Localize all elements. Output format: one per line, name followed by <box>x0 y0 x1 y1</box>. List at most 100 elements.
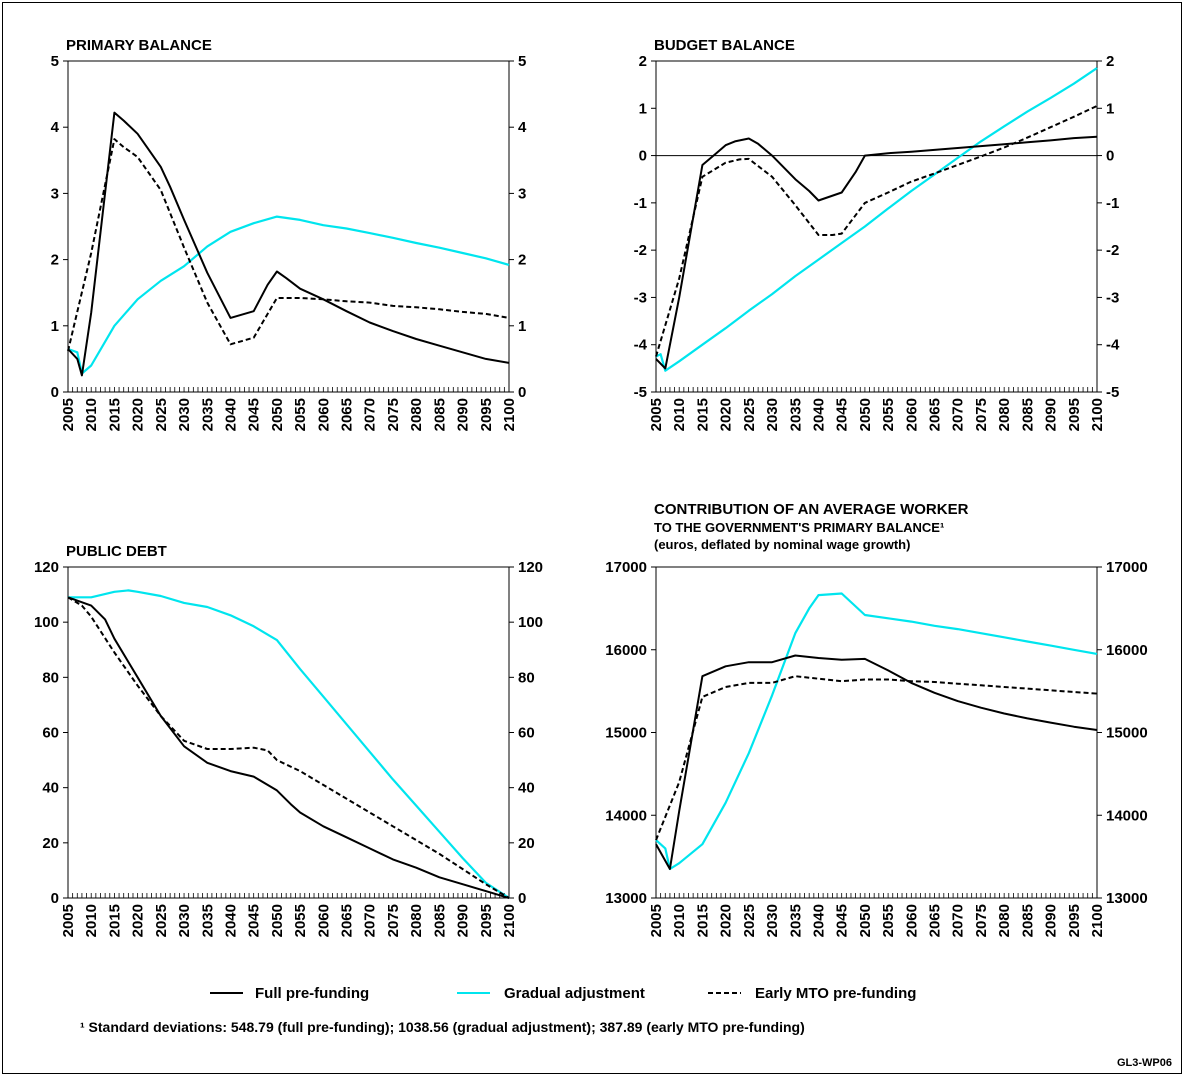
x-tick-label-budget-balance: 2090 <box>1043 398 1060 431</box>
legend-label-early-mto-pre-funding: Early MTO pre-funding <box>755 985 916 1002</box>
series-line-gradual-adjustment-budget-balance <box>655 67 1098 372</box>
x-tick-label-budget-balance: 2030 <box>764 398 781 431</box>
x-tick-label-average-worker: 2045 <box>834 904 851 937</box>
y-tick-label-left-primary-balance: 2 <box>51 252 59 269</box>
x-tick-label-primary-balance: 2015 <box>106 398 123 431</box>
x-tick-label-primary-balance: 2085 <box>431 398 448 431</box>
x-tick-label-primary-balance: 2005 <box>60 398 77 431</box>
x-tick-label-average-worker: 2085 <box>1019 904 1036 937</box>
x-tick-label-public-debt: 2020 <box>130 904 147 937</box>
legend: Full pre-funding Gradual adjustment Earl… <box>210 985 916 1002</box>
x-tick-label-public-debt: 2060 <box>315 904 332 937</box>
x-tick-label-primary-balance: 2070 <box>362 398 379 431</box>
y-tick-label-right-public-debt: 20 <box>518 835 535 852</box>
x-tick-label-primary-balance: 2035 <box>199 398 216 431</box>
x-tick-label-primary-balance: 2075 <box>385 398 402 431</box>
y-tick-label-left-budget-balance: -4 <box>634 337 648 354</box>
x-tick-label-primary-balance: 2095 <box>478 398 495 431</box>
x-tick-label-budget-balance: 2020 <box>718 398 735 431</box>
y-tick-label-right-primary-balance: 0 <box>518 384 526 401</box>
x-tick-label-average-worker: 2065 <box>927 904 944 937</box>
series-line-early-mto-pre-funding-primary-balance <box>67 138 510 352</box>
x-tick-label-average-worker: 2080 <box>996 904 1013 937</box>
x-tick-label-public-debt: 2025 <box>153 904 170 937</box>
y-tick-label-left-average-worker: 14000 <box>605 807 647 824</box>
x-tick-label-public-debt: 2100 <box>501 904 518 937</box>
x-tick-label-budget-balance: 2085 <box>1019 398 1036 431</box>
x-tick-label-budget-balance: 2015 <box>694 398 711 431</box>
panel-subtitle-line-1: TO THE GOVERNMENT'S PRIMARY BALANCE¹ <box>654 520 944 535</box>
legend-label-full-pre-funding: Full pre-funding <box>255 985 369 1002</box>
x-tick-label-budget-balance: 2005 <box>648 398 665 431</box>
y-tick-label-left-primary-balance: 5 <box>51 53 59 70</box>
series-line-full-pre-funding-primary-balance <box>67 111 510 377</box>
x-tick-label-average-worker: 2040 <box>810 904 827 937</box>
y-tick-label-left-budget-balance: 1 <box>639 100 647 117</box>
x-tick-label-public-debt: 2055 <box>292 904 309 937</box>
x-tick-label-budget-balance: 2060 <box>903 398 920 431</box>
plot-area-public-debt <box>67 566 510 899</box>
x-tick-label-public-debt: 2010 <box>83 904 100 937</box>
x-tick-label-average-worker: 2005 <box>648 904 665 937</box>
y-tick-label-right-primary-balance: 4 <box>518 119 527 136</box>
series-line-gradual-adjustment-public-debt <box>68 589 510 899</box>
y-tick-label-right-budget-balance: -3 <box>1106 289 1119 306</box>
x-tick-label-average-worker: 2060 <box>903 904 920 937</box>
x-tick-label-public-debt: 2035 <box>199 904 216 937</box>
y-tick-label-right-average-worker: 15000 <box>1106 725 1148 742</box>
x-tick-label-primary-balance: 2025 <box>153 398 170 431</box>
y-tick-label-right-public-debt: 80 <box>518 669 535 686</box>
x-tick-label-average-worker: 2070 <box>950 904 967 937</box>
x-tick-label-budget-balance: 2095 <box>1066 398 1083 431</box>
y-tick-label-left-public-debt: 100 <box>34 614 59 631</box>
x-tick-label-average-worker: 2020 <box>718 904 735 937</box>
y-tick-label-left-budget-balance: -1 <box>634 195 647 212</box>
y-tick-label-right-budget-balance: -4 <box>1106 337 1120 354</box>
x-tick-label-public-debt: 2090 <box>455 904 472 937</box>
x-tick-label-budget-balance: 2045 <box>834 398 851 431</box>
x-tick-label-average-worker: 2010 <box>671 904 688 937</box>
x-tick-label-average-worker: 2050 <box>857 904 874 937</box>
y-tick-label-right-primary-balance: 3 <box>518 185 526 202</box>
x-tick-label-primary-balance: 2020 <box>130 398 147 431</box>
y-tick-label-left-public-debt: 20 <box>42 835 59 852</box>
y-tick-label-left-average-worker: 13000 <box>605 890 647 907</box>
panel-title-primary-balance: PRIMARY BALANCE <box>66 37 212 54</box>
panel-primary-balance: 0 0 1 1 2 2 3 3 4 4 5 5 2005 2010 2015 2020 2025 2030 2035… <box>51 53 527 431</box>
x-tick-label-budget-balance: 2100 <box>1089 398 1106 431</box>
y-tick-label-left-public-debt: 0 <box>51 890 59 907</box>
panel-title-average-worker: CONTRIBUTION OF AN AVERAGE WORKER <box>654 501 969 518</box>
panel-average-worker: 13000 13000 14000 14000 15000 15000 16000 16000… <box>605 559 1147 937</box>
y-tick-label-left-average-worker: 16000 <box>605 642 647 659</box>
series-line-early-mto-pre-funding-budget-balance <box>655 104 1098 357</box>
series-line-early-mto-pre-funding-average-worker <box>655 675 1098 841</box>
y-tick-label-left-public-debt: 40 <box>42 780 59 797</box>
x-tick-label-primary-balance: 2010 <box>83 398 100 431</box>
y-tick-label-right-public-debt: 0 <box>518 890 526 907</box>
y-tick-label-left-budget-balance: -3 <box>634 289 647 306</box>
x-tick-label-average-worker: 2030 <box>764 904 781 937</box>
figure-code: GL3-WP06 <box>1117 1057 1172 1069</box>
y-tick-label-left-primary-balance: 3 <box>51 185 59 202</box>
y-tick-label-right-budget-balance: 0 <box>1106 148 1114 165</box>
x-tick-label-budget-balance: 2075 <box>973 398 990 431</box>
y-tick-label-left-primary-balance: 1 <box>51 318 59 335</box>
plot-area-budget-balance <box>655 60 1098 393</box>
y-tick-label-left-average-worker: 15000 <box>605 725 647 742</box>
x-tick-label-primary-balance: 2040 <box>222 398 239 431</box>
x-tick-label-public-debt: 2040 <box>222 904 239 937</box>
x-tick-label-average-worker: 2035 <box>787 904 804 937</box>
x-tick-label-average-worker: 2075 <box>973 904 990 937</box>
y-tick-label-left-public-debt: 80 <box>42 669 59 686</box>
y-tick-label-right-average-worker: 16000 <box>1106 642 1148 659</box>
panel-budget-balance: -5 -5 -4 -4 -3 -3 -2 -2 -1 -1 0 0 1 1 2 2 2005 2010 2015 20… <box>634 53 1120 431</box>
x-tick-label-budget-balance: 2065 <box>927 398 944 431</box>
y-tick-label-left-budget-balance: 0 <box>639 148 647 165</box>
x-tick-label-average-worker: 2025 <box>741 904 758 937</box>
x-tick-label-public-debt: 2065 <box>339 904 356 937</box>
x-tick-label-primary-balance: 2060 <box>315 398 332 431</box>
x-tick-label-public-debt: 2080 <box>408 904 425 937</box>
x-tick-label-public-debt: 2015 <box>106 904 123 937</box>
